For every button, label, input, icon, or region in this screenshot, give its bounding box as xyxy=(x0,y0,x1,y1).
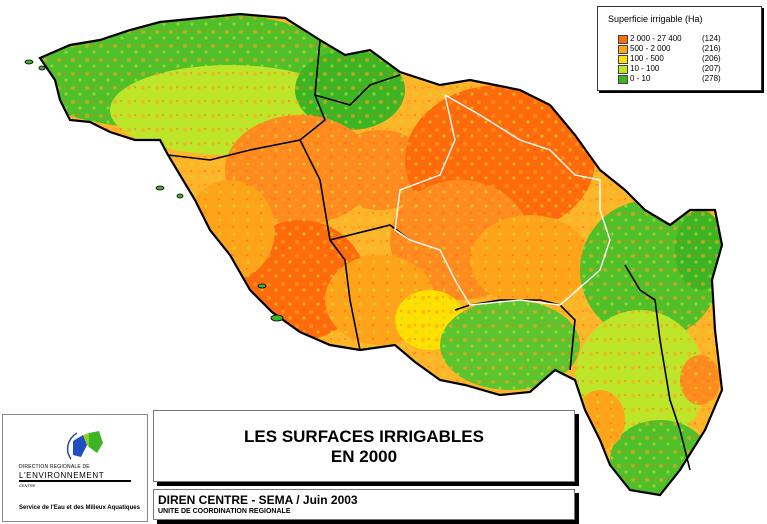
map-subtitle: EN 2000 xyxy=(330,447,398,466)
credit-main: DIREN CENTRE - SEMA / Juin 2003 xyxy=(158,493,358,507)
credit-sub: UNITE DE COORDINATION REGIONALE xyxy=(158,508,291,515)
legend-swatch xyxy=(618,75,628,84)
diren-logo-panel: DIRECTION REGIONALE DE L'ENVIRONNEMENT C… xyxy=(2,414,148,522)
centre-region-boundary xyxy=(394,94,611,306)
legend-range: 10 - 100 xyxy=(630,64,660,73)
legend: Superficie irrigable (Ha) 2 000 - 27 400… xyxy=(597,6,762,91)
credit-panel: DIREN CENTRE - SEMA / Juin 2003 UNITE DE… xyxy=(153,489,575,520)
legend-count: (216) xyxy=(702,44,721,53)
legend-count: (206) xyxy=(702,54,721,63)
legend-count: (207) xyxy=(702,64,721,73)
department-boundaries xyxy=(167,39,691,471)
legend-title: Superficie irrigable (Ha) xyxy=(608,14,703,24)
logo-text-3: CENTRE xyxy=(19,483,36,488)
legend-range: 500 - 2 000 xyxy=(630,44,671,53)
legend-swatch xyxy=(618,55,628,64)
diren-logo-icon xyxy=(66,431,103,460)
map-title: LES SURFACES IRRIGABLES xyxy=(244,427,484,446)
legend-swatch xyxy=(618,35,628,44)
legend-range: 2 000 - 27 400 xyxy=(630,34,682,43)
legend-range: 100 - 500 xyxy=(630,54,664,63)
logo-rule xyxy=(19,480,131,482)
islands xyxy=(24,59,284,322)
legend-range: 0 - 10 xyxy=(630,74,651,83)
legend-swatch xyxy=(618,65,628,74)
title-panel: LES SURFACES IRRIGABLES EN 2000 xyxy=(153,410,575,482)
logo-text-1: DIRECTION REGIONALE DE xyxy=(19,464,90,470)
legend-swatch xyxy=(618,45,628,54)
service-name: Service de l'Eau et des Milieux Aquatiqu… xyxy=(19,505,140,511)
legend-count: (124) xyxy=(702,34,721,43)
logo-text-2: L'ENVIRONNEMENT xyxy=(19,471,105,480)
legend-count: (278) xyxy=(702,74,721,83)
